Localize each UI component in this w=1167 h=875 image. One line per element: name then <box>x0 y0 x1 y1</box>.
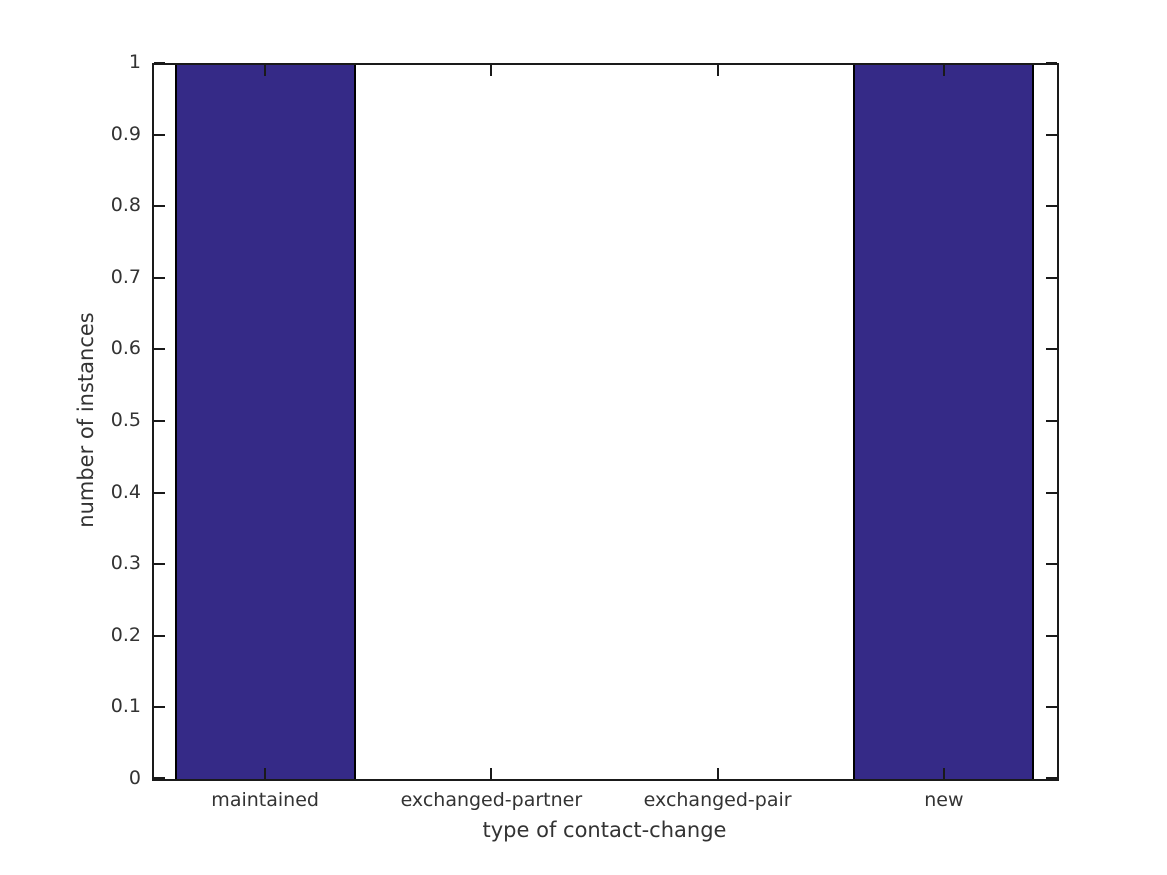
y-tick-label-0.1: 0.1 <box>110 695 141 718</box>
y-tick-left-1 <box>154 62 165 64</box>
x-tick-bottom-exchanged-partner <box>490 768 493 779</box>
y-tick-left-0.4 <box>154 491 165 494</box>
plot-box-left <box>152 63 154 781</box>
y-tick-left-0.1 <box>154 706 165 709</box>
y-tick-right-0.6 <box>1046 348 1057 351</box>
y-tick-label-0.8: 0.8 <box>110 194 141 217</box>
y-tick-right-0.7 <box>1046 276 1057 279</box>
y-tick-label-0.3: 0.3 <box>110 552 141 575</box>
y-tick-label-0: 0 <box>128 767 141 789</box>
y-tick-left-0.9 <box>154 133 165 136</box>
x-tick-bottom-new <box>942 768 945 779</box>
y-tick-right-0 <box>1046 777 1057 779</box>
y-tick-label-0.6: 0.6 <box>110 337 141 360</box>
y-tick-right-0.4 <box>1046 491 1057 494</box>
y-tick-left-0.7 <box>154 276 165 279</box>
y-tick-label-0.2: 0.2 <box>110 623 141 646</box>
plot-box-bottom <box>152 779 1059 781</box>
y-tick-left-0.5 <box>154 420 165 422</box>
x-tick-label-exchanged-partner: exchanged-partner <box>400 789 583 811</box>
y-tick-label-0.5: 0.5 <box>110 409 141 431</box>
plot-box-top <box>152 63 1059 65</box>
x-tick-label-exchanged-pair: exchanged-pair <box>643 789 792 811</box>
x-tick-bottom-exchanged-pair <box>716 768 719 779</box>
y-tick-right-1 <box>1046 62 1057 64</box>
x-tick-label-new: new <box>924 789 964 811</box>
y-tick-left-0.2 <box>154 634 165 637</box>
x-axis-label: type of contact-change <box>482 818 727 842</box>
y-tick-left-0.8 <box>154 205 165 208</box>
y-tick-right-0.2 <box>1046 634 1057 637</box>
bar-maintained <box>174 63 356 779</box>
y-tick-label-0.9: 0.9 <box>110 122 141 145</box>
bar-new <box>853 63 1035 779</box>
y-tick-left-0.3 <box>154 563 165 566</box>
y-tick-label-0.4: 0.4 <box>110 480 141 503</box>
y-tick-left-0 <box>154 777 165 779</box>
y-axis-label: number of instances <box>74 312 98 528</box>
y-tick-right-0.8 <box>1046 205 1057 208</box>
plot-box-right <box>1057 63 1059 781</box>
y-tick-label-1: 1 <box>128 51 141 73</box>
x-tick-top-exchanged-pair <box>716 65 719 76</box>
x-tick-label-maintained: maintained <box>211 789 319 811</box>
y-tick-right-0.3 <box>1046 563 1057 566</box>
x-tick-top-exchanged-partner <box>490 65 493 76</box>
y-tick-right-0.5 <box>1046 420 1057 422</box>
y-tick-label-0.7: 0.7 <box>110 265 141 288</box>
y-tick-left-0.6 <box>154 348 165 351</box>
y-tick-right-0.1 <box>1046 706 1057 709</box>
x-tick-bottom-maintained <box>264 768 267 779</box>
x-tick-top-new <box>942 65 945 76</box>
x-tick-top-maintained <box>264 65 267 76</box>
y-tick-right-0.9 <box>1046 133 1057 136</box>
